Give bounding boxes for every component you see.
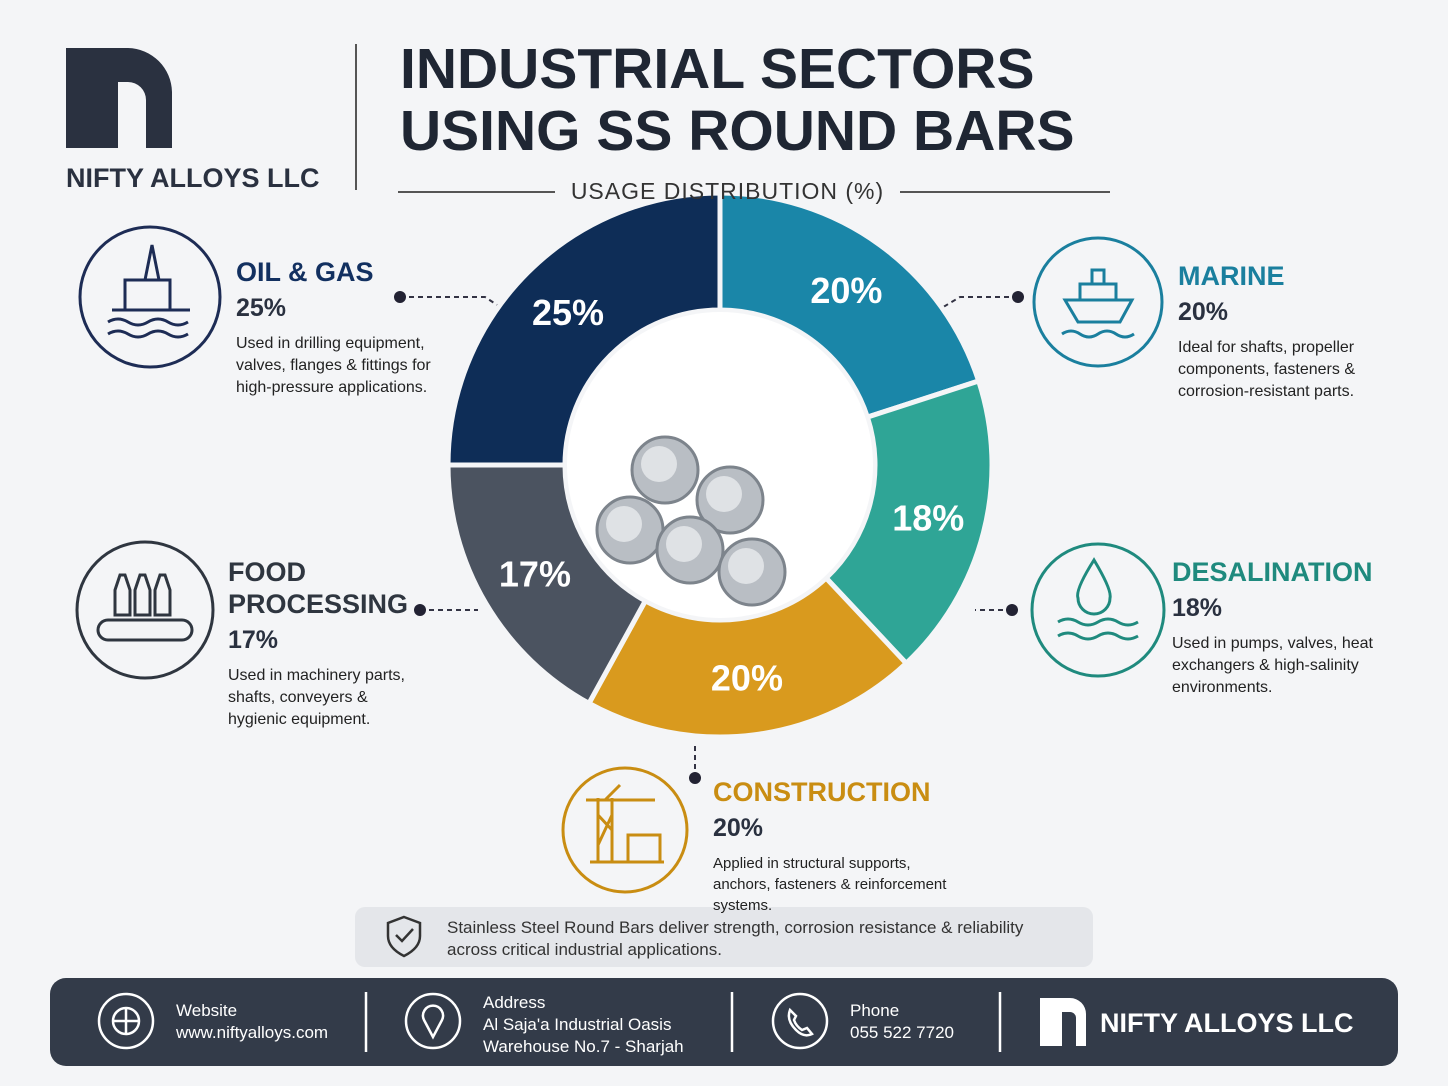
label: Website	[176, 1001, 238, 1020]
wedge-label: 25%	[532, 292, 604, 333]
footer-logo	[1040, 998, 1086, 1046]
wedge	[445, 190, 723, 468]
wedge-label: 20%	[810, 270, 882, 311]
steel-bars	[595, 435, 787, 607]
value[interactable]: www.niftyalloys.com	[176, 1023, 329, 1042]
wedge-label: 20%	[711, 657, 783, 698]
subtitle: USAGE DISTRIBUTION (%)	[570, 178, 885, 204]
label: Address	[483, 993, 546, 1012]
label: Phone	[850, 1001, 900, 1020]
logo	[66, 48, 172, 148]
sector-panel: FOOD PROCESSING 17% Used in machinery part…	[228, 556, 428, 731]
bar-shine	[606, 506, 642, 542]
sector-name: OIL & GAS	[236, 257, 374, 287]
sector-description: Used in drilling equipment, valves, flan…	[236, 335, 431, 396]
footer-icons	[97, 992, 1002, 1052]
line: Al Saja'a Industrial Oasis	[483, 1015, 672, 1034]
wedge	[822, 377, 995, 667]
sector-name: MARINE	[1178, 261, 1285, 291]
wedge	[717, 190, 982, 421]
bar-shine	[728, 548, 764, 584]
sector-description: Used in pumps, valves, heat exchangers &…	[1172, 635, 1373, 696]
sector-panel: MARINE 20% Ideal for shafts, propeller com…	[1178, 260, 1368, 403]
shield-icon	[386, 915, 422, 958]
sector-percent: 17%	[228, 626, 279, 654]
sector-description: Applied in structural supports, anchors,…	[713, 855, 947, 914]
wedge	[585, 574, 910, 740]
website: Website www.niftyalloys.com	[176, 1000, 328, 1044]
footer-brand: NIFTY ALLOYS LLC	[1100, 1008, 1354, 1038]
address: Address Al Saja'a Industrial Oasis Warehou…	[483, 992, 684, 1058]
sector-panel: CONSTRUCTION 20% Applied in structural sup…	[713, 776, 953, 916]
bar-shine	[706, 476, 742, 512]
sector-name: DESALINATION	[1172, 557, 1373, 587]
sector-panel: OIL & GAS 25% Used in drilling equipment, …	[236, 256, 436, 399]
value[interactable]: 055 522 7720	[850, 1023, 954, 1042]
tagline-box	[355, 907, 1093, 967]
sector-percent: 25%	[236, 294, 287, 322]
wedge	[445, 462, 649, 707]
sector-percent: 18%	[1172, 594, 1223, 622]
sector-panel: DESALINATION 18% Used in pumps, valves, he…	[1172, 556, 1382, 699]
sector-description: Used in machinery parts, shafts, conveye…	[228, 667, 405, 728]
sector-percent: 20%	[713, 814, 764, 842]
wedge-label: 17%	[499, 553, 571, 594]
brand: NIFTY ALLOYS LLC	[66, 163, 320, 193]
bar-shine	[641, 446, 677, 482]
wedge-label: 18%	[892, 497, 964, 538]
tagline: Stainless Steel Round Bars deliver stren…	[447, 918, 1024, 959]
icons	[75, 225, 1166, 894]
phone: Phone 055 522 7720	[850, 1000, 954, 1044]
sector-name: FOOD PROCESSING	[228, 557, 409, 619]
sector-name: CONSTRUCTION	[713, 777, 931, 807]
bar-shine	[666, 526, 702, 562]
line: Warehouse No.7 - Sharjah	[483, 1037, 684, 1056]
sector-description: Ideal for shafts, propeller components, …	[1178, 339, 1355, 400]
sector-percent: 20%	[1178, 298, 1229, 326]
title: INDUSTRIAL SECTORS USING SS ROUND BARS	[400, 37, 1075, 163]
connector-dots	[394, 291, 1024, 784]
